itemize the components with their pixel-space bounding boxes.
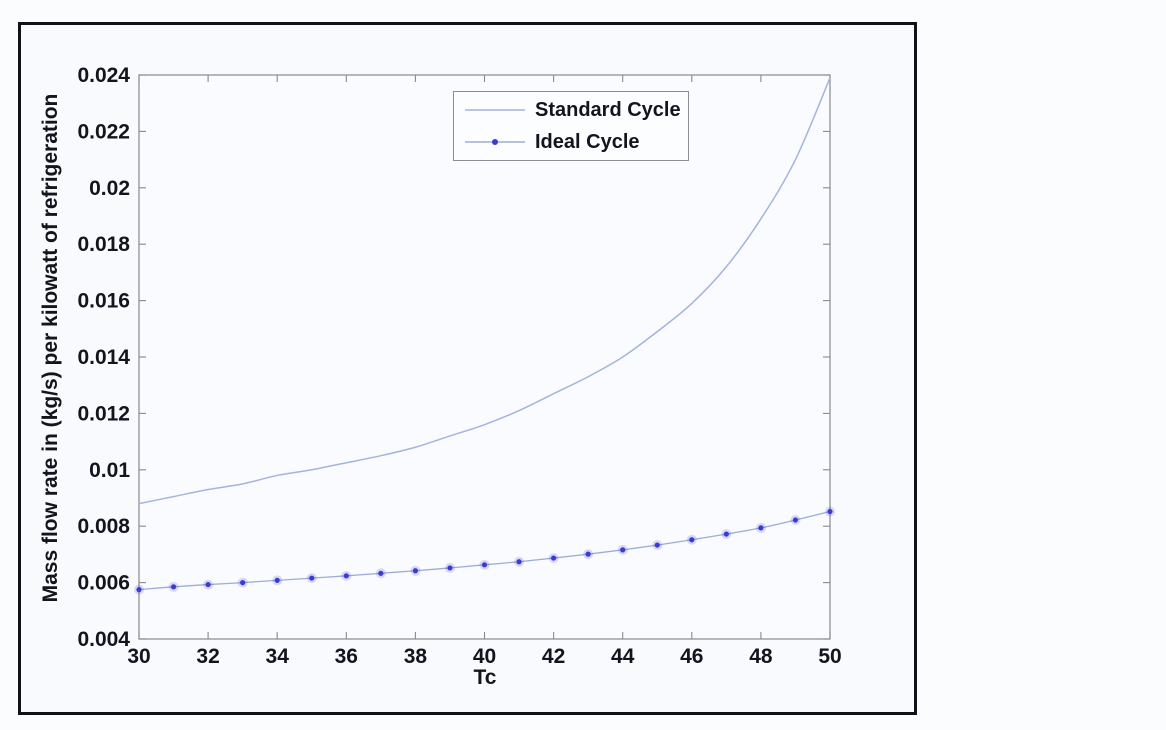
y-tick-label: 0.01 — [89, 459, 130, 482]
y-tick-label: 0.02 — [89, 177, 130, 200]
plot-border — [138, 74, 831, 640]
legend-box: Standard Cycle Ideal Cycle — [453, 91, 689, 161]
y-tick-label: 0.024 — [77, 64, 130, 87]
legend-item-ideal-cycle: Ideal Cycle — [464, 126, 688, 158]
y-tick-labels: 0.004 0.006 0.008 0.01 0.012 0.014 0.016 0.018 0… — [77, 64, 130, 651]
y-tick-label: 0.004 — [77, 628, 130, 651]
legend-line-sample-standard — [465, 109, 525, 111]
x-axis-label: Tc — [473, 666, 497, 689]
standard-cycle-line — [138, 77, 831, 505]
legend-label-ideal-cycle: Ideal Cycle — [535, 130, 640, 153]
y-tick-label: 0.022 — [77, 120, 130, 143]
y-tick-label: 0.018 — [77, 233, 130, 256]
x-tick-label: 32 — [196, 645, 219, 668]
plot-area-background — [139, 75, 830, 639]
x-tick-label: 42 — [542, 645, 565, 668]
x-tick-label: 38 — [404, 645, 428, 668]
x-tick-label: 44 — [611, 645, 635, 668]
figure-frame: 30 32 34 36 38 40 42 44 46 48 50 0.004 0.006 0.008 0.0… — [18, 22, 917, 715]
ideal-cycle-markers — [134, 506, 835, 595]
x-tick-label: 36 — [335, 645, 358, 668]
plot-canvas: 30 32 34 36 38 40 42 44 46 48 500.0040.0060.0080.0… — [77, 64, 841, 668]
x-tick-label: 40 — [473, 645, 496, 668]
legend-line-sample-ideal — [465, 139, 525, 145]
y-tick-label: 0.014 — [77, 346, 130, 369]
y-axis-label: Mass flow rate in (kg/s) per kilowatt of… — [39, 93, 62, 603]
y-tick-label: 0.012 — [77, 402, 130, 425]
figure-inner: 30 32 34 36 38 40 42 44 46 48 50 0.004 0.006 0.008 0.0… — [21, 25, 914, 712]
legend-label-standard-cycle: Standard Cycle — [535, 98, 681, 121]
x-tick-label: 46 — [680, 645, 703, 668]
y-tick-label: 0.008 — [77, 515, 130, 538]
y-tick-label: 0.006 — [77, 572, 130, 595]
x-tick-label: 48 — [749, 645, 773, 668]
legend-item-standard-cycle: Standard Cycle — [464, 94, 688, 126]
y-tick-label: 0.016 — [77, 290, 130, 313]
x-tick-label: 30 — [127, 645, 150, 668]
x-tick-labels: 30 32 34 36 38 40 42 44 46 48 50 — [127, 645, 841, 668]
x-tick-label: 50 — [818, 645, 841, 668]
x-tick-label: 34 — [266, 645, 290, 668]
